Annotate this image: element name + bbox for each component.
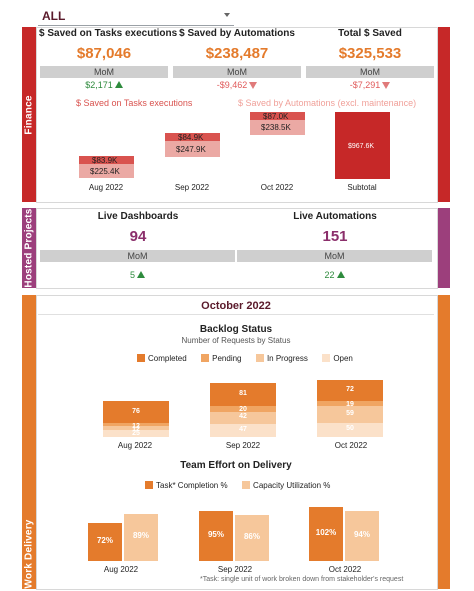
- kpi-automations-live-delta: 22: [237, 270, 432, 280]
- legend-capacity: Capacity Utilization %: [242, 481, 330, 490]
- waterfall-sep-auto-label: $247.9K: [176, 145, 206, 154]
- kpi-total-value: $325,533: [338, 45, 402, 62]
- section-finance-label: Finance: [23, 94, 35, 135]
- legend-pending: Pending: [201, 354, 242, 363]
- effort-axis-aug: Aug 2022: [103, 565, 139, 574]
- kpi-automations-mom: MoM: [173, 66, 301, 78]
- waterfall-aug-auto: [79, 164, 134, 178]
- kpi-automations-live-title: Live Automations: [293, 211, 377, 222]
- legend-open-swatch: [322, 354, 331, 362]
- legend-pending-label: Pending: [212, 354, 242, 363]
- arrow-up-icon: [137, 271, 145, 278]
- arrow-up-icon: [336, 271, 345, 278]
- kpi-tasks-mom: MoM: [40, 66, 168, 78]
- kpi-automations-title: $ Saved by Automations: [179, 28, 295, 39]
- legend-completion: Task* Completion %: [145, 481, 228, 490]
- arrow-up-icon: [114, 81, 123, 88]
- kpi-automations-delta: -$9,462: [173, 80, 301, 90]
- legend-completed-swatch: [137, 354, 145, 362]
- kpi-total-delta-value: -$7,291: [349, 80, 381, 90]
- waterfall-aug-auto-label: $225.4K: [90, 167, 120, 176]
- kpi-total-delta: -$7,291: [306, 80, 434, 90]
- waterfall-subtotal: [335, 112, 390, 179]
- backlog-axis-sep: Sep 2022: [225, 441, 261, 450]
- effort-axis-sep: Sep 2022: [217, 565, 253, 574]
- waterfall-sep-auto: [165, 141, 220, 157]
- legend-completed: Completed: [137, 354, 187, 363]
- effort-footnote: *Task: single unit of work broken down f…: [200, 576, 404, 583]
- legend-capacity-label: Capacity Utilization %: [253, 481, 331, 490]
- legend-completion-swatch: [145, 481, 153, 489]
- kpi-dashboards-delta: 5: [40, 270, 235, 280]
- waterfall-oct-tasks: [250, 112, 305, 120]
- hosted-panel: [36, 208, 438, 289]
- work-month-title: October 2022: [201, 300, 271, 312]
- waterfall-axis-oct: Oct 2022: [260, 183, 294, 192]
- waterfall-axis-aug: Aug 2022: [88, 183, 124, 192]
- kpi-automations-delta-value: -$9,462: [216, 80, 248, 90]
- section-finance-band: Finance: [22, 27, 36, 202]
- waterfall-sep-tasks-label: $84.9K: [178, 133, 204, 142]
- kpi-dashboards-mom: MoM: [40, 250, 235, 262]
- work-month-header: [38, 298, 434, 315]
- legend-completed-label: Completed: [148, 354, 187, 363]
- waterfall-axis-sep: Sep 2022: [174, 183, 210, 192]
- section-work-band: Work Delivery: [22, 295, 36, 589]
- kpi-automations-live-value: 151: [322, 228, 348, 245]
- legend-in-progress-label: In Progress: [266, 354, 308, 363]
- legend-open: Open: [322, 354, 353, 363]
- effort-axis-oct: Oct 2022: [328, 565, 362, 574]
- kpi-automations-live-delta-value: 22: [324, 270, 335, 280]
- section-hosted-band: Hosted Projects: [22, 208, 36, 288]
- finance-legend-tasks: $ Saved on Tasks executions: [76, 98, 193, 108]
- legend-pending-swatch: [201, 354, 210, 362]
- waterfall-aug-tasks-label: $83.9K: [92, 156, 118, 165]
- legend-in-progress-swatch: [255, 354, 264, 362]
- waterfall-aug-tasks: [79, 156, 134, 164]
- kpi-tasks-delta-value: $2,171: [85, 80, 113, 90]
- chevron-down-icon: [224, 13, 230, 17]
- effort-title: Team Effort on Delivery: [180, 460, 292, 471]
- legend-completion-label: Task* Completion %: [156, 481, 228, 490]
- backlog-subtitle: Number of Requests by Status: [181, 336, 291, 345]
- backlog-axis-aug: Aug 2022: [117, 441, 153, 450]
- legend-capacity-swatch: [242, 481, 251, 489]
- effort-legend: Task* Completion % Capacity Utilization …: [145, 475, 340, 493]
- waterfall-oct-auto: [250, 120, 305, 135]
- legend-open-label: Open: [333, 354, 353, 363]
- waterfall-subtotal-value: $967.6K: [348, 143, 375, 150]
- backlog-title: Backlog Status: [199, 324, 273, 335]
- kpi-tasks-delta: $2,171: [40, 80, 168, 90]
- section-work-label: Work Delivery: [23, 519, 35, 589]
- waterfall-axis-subtotal: Subtotal: [347, 183, 377, 192]
- kpi-dashboards-value: 94: [129, 228, 147, 245]
- kpi-tasks-value: $87,046: [76, 45, 132, 62]
- backlog-legend: Completed Pending In Progress Open: [137, 348, 363, 366]
- work-right-bar: [437, 295, 450, 589]
- filter-value: ALL: [42, 9, 66, 23]
- legend-in-progress: In Progress: [255, 354, 308, 363]
- filter-dropdown[interactable]: ALL: [38, 7, 234, 26]
- arrow-down-icon: [249, 82, 258, 89]
- kpi-total-title: Total $ Saved: [338, 28, 402, 39]
- kpi-dashboards-title: Live Dashboards: [97, 211, 179, 222]
- kpi-total-mom: MoM: [306, 66, 434, 78]
- waterfall-oct-auto-label: $238.5K: [261, 123, 291, 132]
- kpi-tasks-title: $ Saved on Tasks executions: [39, 28, 178, 39]
- finance-right-bar: [437, 27, 450, 202]
- arrow-down-icon: [382, 82, 391, 89]
- kpi-automations-live-mom: MoM: [237, 250, 432, 262]
- hosted-right-bar: [437, 208, 450, 288]
- section-hosted-label: Hosted Projects: [23, 208, 35, 288]
- backlog-axis-oct: Oct 2022: [334, 441, 368, 450]
- waterfall-oct-tasks-label: $87.0K: [263, 112, 289, 121]
- kpi-automations-value: $238,487: [205, 45, 269, 62]
- waterfall-sep-tasks: [165, 133, 220, 141]
- kpi-dashboards-delta-value: 5: [129, 270, 135, 280]
- finance-legend-automations: $ Saved by Automations (excl. maintenanc…: [238, 98, 417, 108]
